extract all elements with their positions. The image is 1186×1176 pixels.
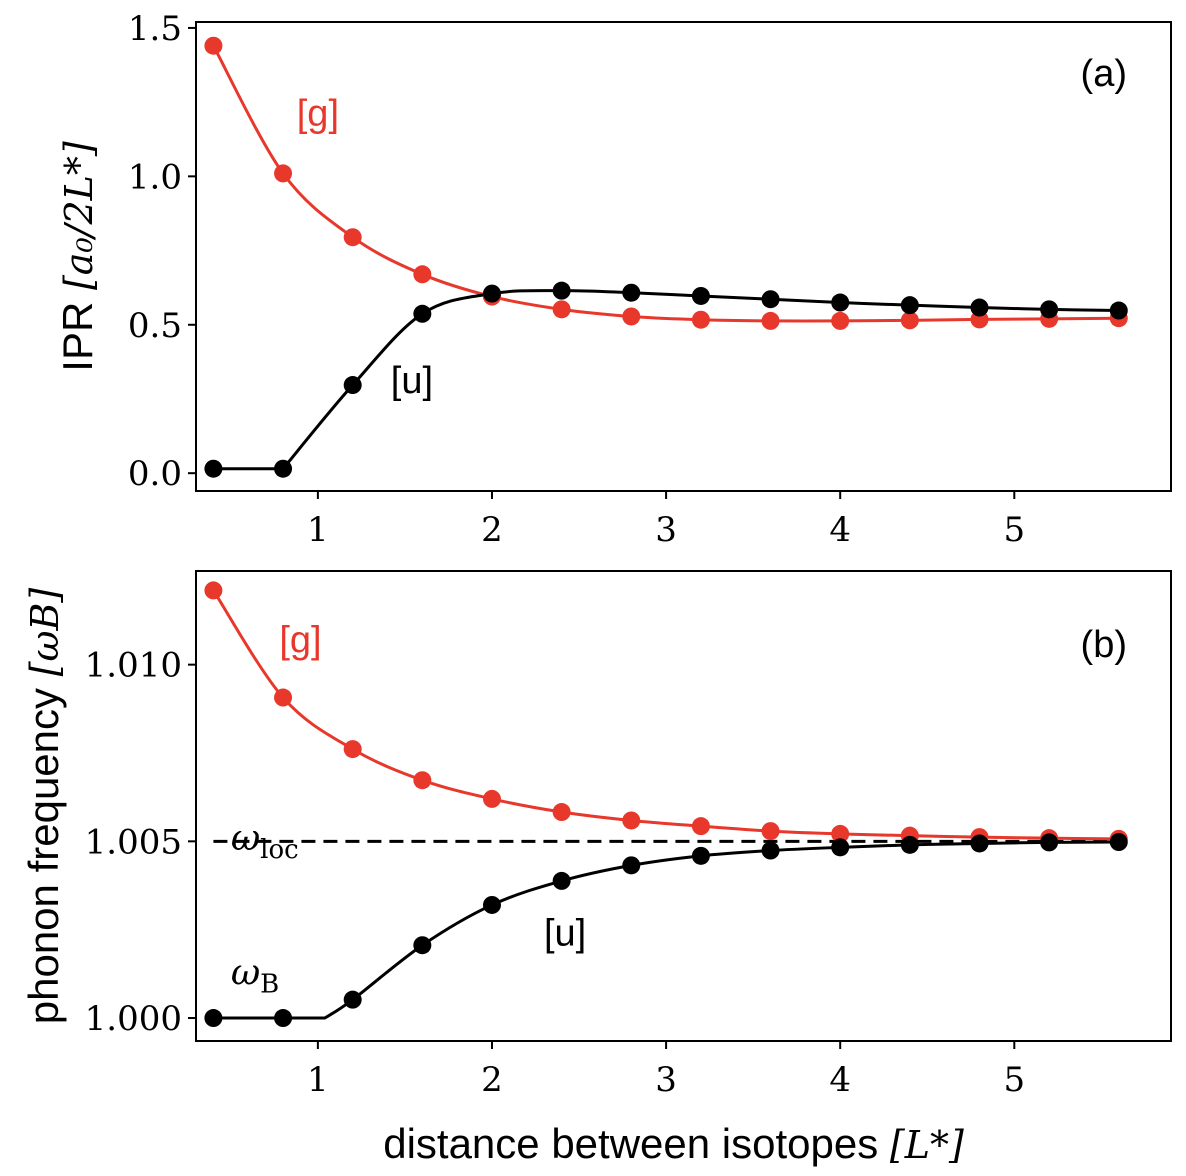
x-tick-label: 4 (829, 510, 851, 550)
y-tick-label: 1.010 (85, 646, 182, 686)
data-point-g (900, 311, 919, 330)
annotation-omega-symbol: ω (231, 952, 260, 993)
x-tick-label: 2 (481, 1060, 503, 1100)
panel-a: 1 2 3 4 5 0.0 0.5 1.0 1.5 (a) IPR [a₀/2L*] [g] [u] (54, 9, 1172, 550)
panel-label: (b) (1081, 624, 1127, 666)
data-point-g (204, 581, 223, 600)
data-point-g (274, 164, 293, 183)
annotation-label-g: [g] (297, 93, 339, 135)
annotation-omega-B: ωB (231, 952, 279, 999)
data-point-u (274, 459, 293, 478)
annotation-label-u: [u] (544, 913, 586, 955)
data-point-u (970, 298, 989, 317)
x-axis-label: distance between isotopes [L*] (383, 1120, 964, 1167)
x-tick-label: 4 (829, 1060, 851, 1100)
data-point-u (204, 459, 223, 478)
data-point-u (622, 856, 641, 875)
data-point-g (622, 811, 641, 830)
annotation-omega-subscript: loc (260, 835, 299, 865)
series-line-g (212, 45, 1119, 323)
y-axis-label-text: phonon frequency (20, 676, 67, 1024)
series-line-g (212, 589, 1119, 841)
y-tick-label: 1.0 (128, 157, 182, 197)
y-axis-label: IPR [a₀/2L*] (54, 141, 101, 372)
annotation-omega-subscript: B (260, 969, 279, 999)
panel-b: 1 2 3 4 5 1.000 1.005 1.010 (b) phonon frequency … (20, 570, 1172, 1167)
data-point-g (204, 36, 223, 55)
data-point-u (1040, 300, 1059, 319)
data-point-u (761, 290, 780, 309)
data-point-u (1109, 301, 1128, 320)
x-axis-label-unit: [L*] (890, 1123, 964, 1167)
x-tick-label: 3 (655, 1060, 677, 1100)
data-point-u (831, 293, 850, 312)
data-point-g (622, 307, 641, 326)
data-point-g (761, 311, 780, 330)
data-point-u (413, 304, 432, 323)
panel-label: (a) (1081, 53, 1127, 95)
data-point-u (482, 284, 501, 303)
y-axis-label-text: IPR (54, 290, 101, 372)
data-point-u (622, 283, 641, 302)
data-point-u (413, 936, 432, 955)
data-point-g (552, 803, 571, 822)
axes-frame (195, 570, 1172, 1042)
data-point-g (691, 817, 710, 836)
x-tick-label: 2 (481, 510, 503, 550)
data-point-u (552, 281, 571, 300)
data-point-u (1109, 833, 1128, 852)
data-point-g (413, 265, 432, 284)
data-point-u (691, 286, 710, 305)
y-tick-label: 1.000 (85, 999, 182, 1039)
x-tick-label: 5 (1003, 1060, 1025, 1100)
data-point-u (761, 841, 780, 860)
annotation-label-g: [g] (279, 619, 321, 661)
data-point-g (761, 822, 780, 841)
data-point-u (831, 838, 850, 857)
y-tick-label: 1.5 (128, 9, 182, 49)
annotation-omega-loc: ωloc (231, 818, 299, 865)
x-axis-label-text: distance between isotopes (383, 1120, 890, 1167)
data-point-u (274, 1009, 293, 1028)
data-point-u (343, 376, 362, 395)
data-point-u (552, 871, 571, 890)
y-tick-label: 1.005 (85, 822, 182, 862)
y-tick-label: 0.5 (128, 306, 182, 346)
annotation-omega-symbol: ω (231, 818, 260, 859)
data-point-u (1040, 833, 1059, 852)
data-point-g (691, 310, 710, 329)
data-point-g (831, 824, 850, 843)
y-tick-label: 0.0 (128, 454, 182, 494)
data-point-u (900, 296, 919, 315)
data-point-u (691, 846, 710, 865)
axes-frame (195, 21, 1172, 492)
y-axis-label-unit: [ωB] (23, 588, 67, 677)
y-axis-label-unit: [a₀/2L*] (57, 141, 101, 290)
data-point-g (482, 789, 501, 808)
data-point-g (343, 740, 362, 759)
x-tick-label: 1 (307, 510, 329, 550)
data-point-g (413, 771, 432, 790)
y-axis-label: phonon frequency [ωB] (20, 588, 67, 1025)
x-tick-label: 3 (655, 510, 677, 550)
x-tick-label: 5 (1003, 510, 1025, 550)
data-point-u (970, 834, 989, 853)
data-point-u (482, 895, 501, 914)
data-point-g (343, 228, 362, 247)
annotation-label-u: [u] (391, 360, 433, 402)
data-point-u (204, 1009, 223, 1028)
data-point-u (343, 990, 362, 1009)
x-tick-label: 1 (307, 1060, 329, 1100)
data-point-g (831, 311, 850, 330)
data-point-u (900, 835, 919, 854)
data-point-g (552, 300, 571, 319)
data-point-g (274, 688, 293, 707)
